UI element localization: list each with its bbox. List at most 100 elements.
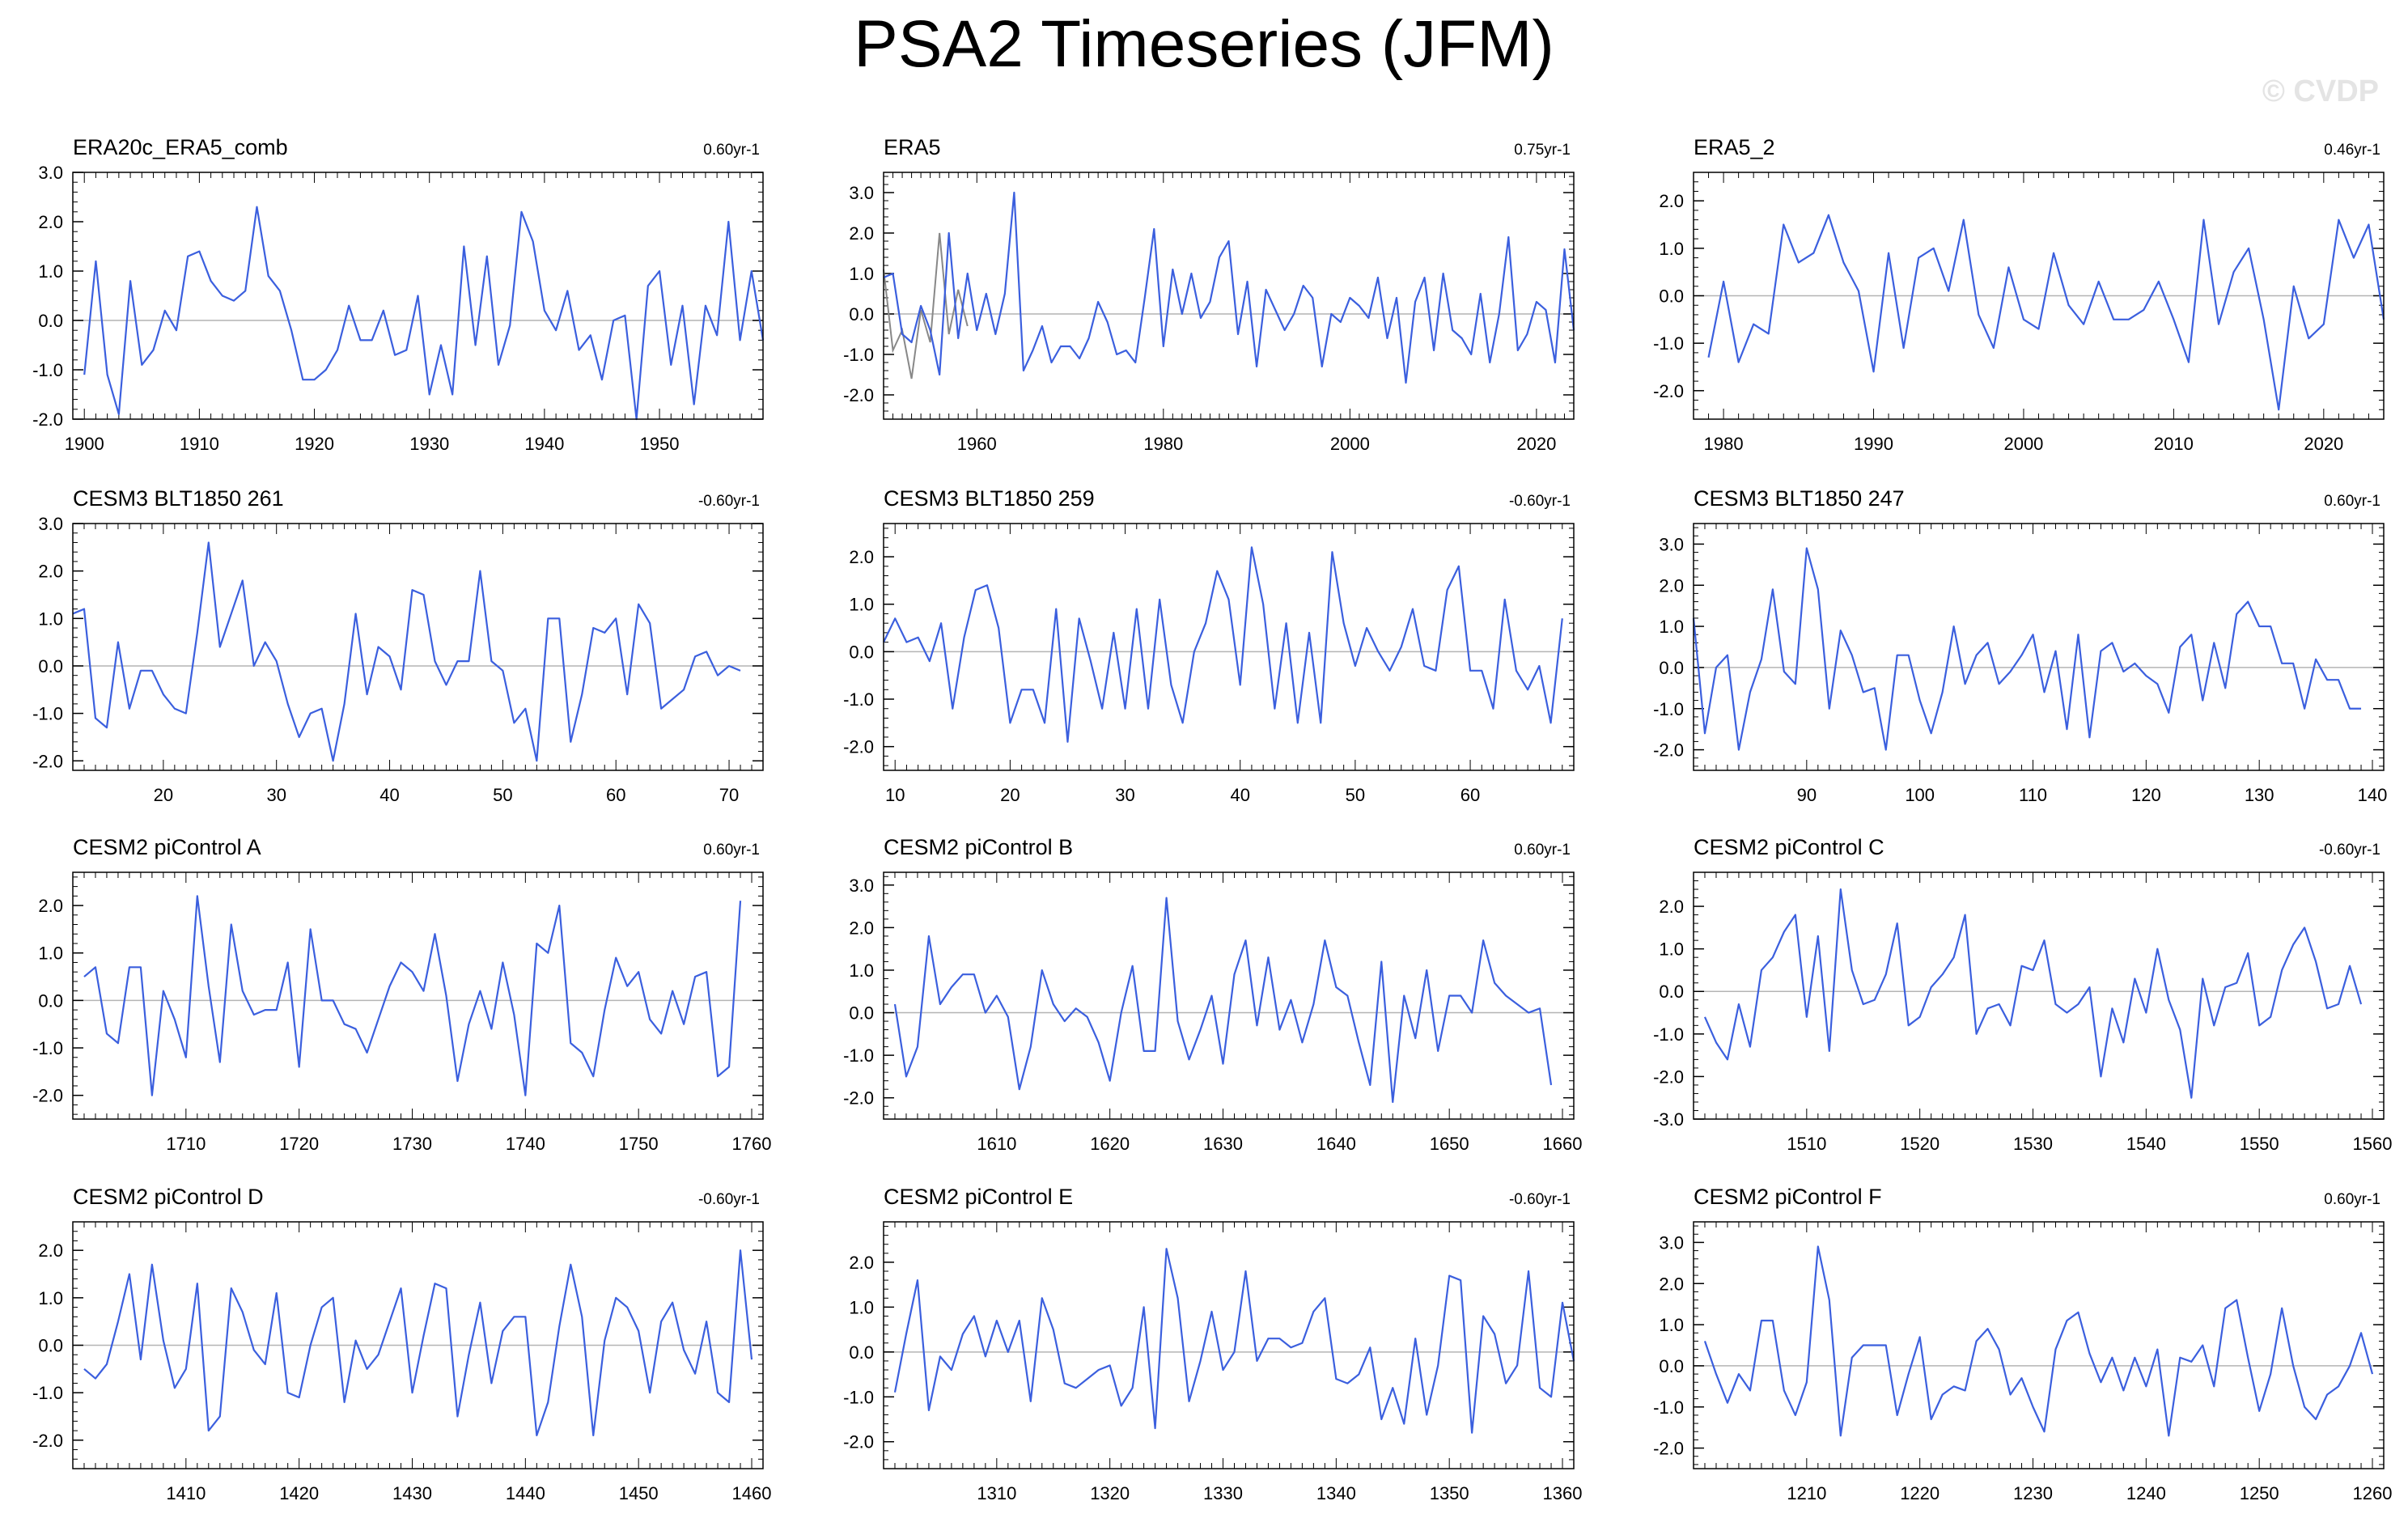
trend-label: 0.60yr-1	[703, 142, 760, 159]
x-tick-label: 1990	[1854, 434, 1893, 454]
x-tick-label: 1450	[619, 1483, 659, 1503]
y-tick-label: 3.0	[38, 514, 63, 534]
y-tick-label: 1.0	[1659, 239, 1684, 259]
x-tick-label: 1920	[295, 434, 334, 454]
page-title: PSA2 Timeseries (JFM)	[854, 7, 1554, 81]
x-tick-label: 1310	[977, 1483, 1016, 1503]
y-tick-label: 2.0	[1659, 191, 1684, 211]
chart-panel: CESM2 piControl E -0.60yr-1 -2.0 -1.0 0.0 1.0…	[843, 1185, 1582, 1503]
y-tick-label: -1.0	[843, 1045, 874, 1066]
plot-frame	[883, 523, 1575, 771]
chart-title: CESM3 BLT1850 259	[884, 486, 1095, 511]
x-tick-label: 30	[266, 785, 286, 805]
y-tick-label: 2.0	[1659, 897, 1684, 917]
y-tick-label: 0.0	[1659, 658, 1684, 678]
x-tick-label: 1900	[65, 434, 104, 454]
x-tick-label: 1340	[1316, 1483, 1356, 1503]
x-tick-label: 1220	[1900, 1483, 1940, 1503]
plot-frame	[72, 523, 764, 771]
x-tick-label: 1550	[2240, 1134, 2279, 1154]
x-tick-label: 1210	[1787, 1483, 1826, 1503]
x-tick-label: 20	[1000, 785, 1020, 805]
x-tick-label: 90	[1797, 785, 1817, 805]
y-tick-label: -1.0	[1653, 1397, 1684, 1418]
plot-frame	[1693, 871, 2385, 1120]
y-tick-label: 2.0	[849, 223, 874, 244]
plot-frame	[883, 172, 1575, 420]
chart-panel: ERA5 0.75yr-1 -2.0 -1.0 0.0 1.0 2.0 3.0 1960 1980…	[843, 135, 1575, 454]
y-tick-label: 1.0	[849, 960, 874, 981]
trend-label: 0.75yr-1	[1514, 142, 1571, 159]
x-tick-label: 1360	[1543, 1483, 1583, 1503]
series-line	[893, 1248, 1575, 1434]
y-tick-label: -2.0	[843, 385, 874, 405]
y-tick-label: -2.0	[843, 1088, 874, 1109]
series-line	[893, 897, 1553, 1104]
plot-frame	[883, 871, 1575, 1120]
x-tick-label: 120	[2131, 785, 2161, 805]
trend-label: -0.60yr-1	[1509, 493, 1571, 510]
x-tick-label: 1350	[1430, 1483, 1469, 1503]
y-tick-label: 0.0	[38, 1336, 63, 1356]
series-line	[83, 206, 765, 421]
y-tick-label: -2.0	[1653, 1439, 1684, 1459]
chart-panel: CESM2 piControl B 0.60yr-1 -2.0 -1.0 0.0 1.0 2…	[843, 835, 1582, 1154]
x-tick-label: 2000	[1330, 434, 1370, 454]
y-tick-label: -1.0	[1653, 333, 1684, 354]
x-tick-label: 1640	[1316, 1134, 1356, 1154]
chart-title: CESM2 piControl A	[73, 835, 261, 859]
series-line	[883, 546, 1563, 743]
x-tick-label: 1560	[2353, 1134, 2393, 1154]
x-tick-label: 30	[1115, 785, 1134, 805]
y-tick-label: 3.0	[38, 163, 63, 183]
series-line	[83, 1249, 753, 1437]
x-tick-label: 110	[2019, 785, 2047, 805]
chart-title: CESM3 BLT1850 247	[1694, 486, 1905, 511]
x-tick-label: 20	[154, 785, 173, 805]
y-tick-label: 1.0	[849, 264, 874, 284]
y-tick-label: -1.0	[843, 345, 874, 365]
y-tick-label: -3.0	[1653, 1109, 1684, 1130]
x-tick-label: 1740	[506, 1134, 545, 1154]
x-tick-label: 1440	[506, 1483, 545, 1503]
trend-label: -0.60yr-1	[698, 493, 760, 510]
x-tick-label: 1910	[180, 434, 219, 454]
trend-label: 0.60yr-1	[2324, 493, 2380, 510]
x-tick-label: 2020	[1516, 434, 1556, 454]
y-tick-label: -2.0	[1653, 1066, 1684, 1087]
x-tick-label: 130	[2245, 785, 2274, 805]
x-tick-label: 1710	[166, 1134, 206, 1154]
y-tick-label: 1.0	[1659, 617, 1684, 637]
series-line	[72, 541, 741, 762]
chart-panel: ERA20c_ERA5_comb 0.60yr-1 -2.0 -1.0 0.0 1.0 2.…	[32, 135, 765, 454]
y-tick-label: -1.0	[843, 1387, 874, 1407]
trend-label: -0.60yr-1	[698, 1191, 760, 1208]
chart-panel: CESM2 piControl C -0.60yr-1 -3.0 -2.0 -1.0 0.…	[1653, 835, 2392, 1154]
plot-frame	[72, 172, 764, 420]
x-tick-label: 1320	[1090, 1483, 1130, 1503]
chart-panel: CESM2 piControl A 0.60yr-1 -2.0 -1.0 0.0 1.0 2…	[32, 835, 771, 1154]
y-tick-label: 2.0	[38, 1240, 63, 1261]
x-tick-label: 1460	[732, 1483, 772, 1503]
x-tick-label: 40	[379, 785, 399, 805]
x-tick-label: 1510	[1787, 1134, 1826, 1154]
x-tick-label: 1750	[619, 1134, 659, 1154]
x-tick-label: 1330	[1203, 1483, 1243, 1503]
chart-panel: CESM3 BLT1850 261 -0.60yr-1 -2.0 -1.0 0.0 1.0…	[32, 486, 764, 805]
x-tick-label: 1260	[2353, 1483, 2393, 1503]
y-tick-label: 2.0	[1659, 1274, 1684, 1294]
chart-title: ERA5	[884, 135, 941, 159]
x-tick-label: 1250	[2240, 1483, 2279, 1503]
chart-title: CESM3 BLT1850 261	[73, 486, 284, 511]
chart-panel: CESM3 BLT1850 247 0.60yr-1 -2.0 -1.0 0.0 1.0 2…	[1653, 486, 2387, 805]
y-tick-label: 2.0	[849, 918, 874, 938]
x-tick-label: 60	[1460, 785, 1480, 805]
y-tick-label: 3.0	[1659, 1232, 1684, 1253]
y-tick-label: 2.0	[38, 212, 63, 232]
chart-title: ERA20c_ERA5_comb	[73, 135, 288, 159]
x-tick-label: 140	[2358, 785, 2388, 805]
x-tick-label: 70	[719, 785, 739, 805]
y-tick-label: 2.0	[1659, 575, 1684, 596]
y-tick-label: 1.0	[38, 943, 63, 964]
